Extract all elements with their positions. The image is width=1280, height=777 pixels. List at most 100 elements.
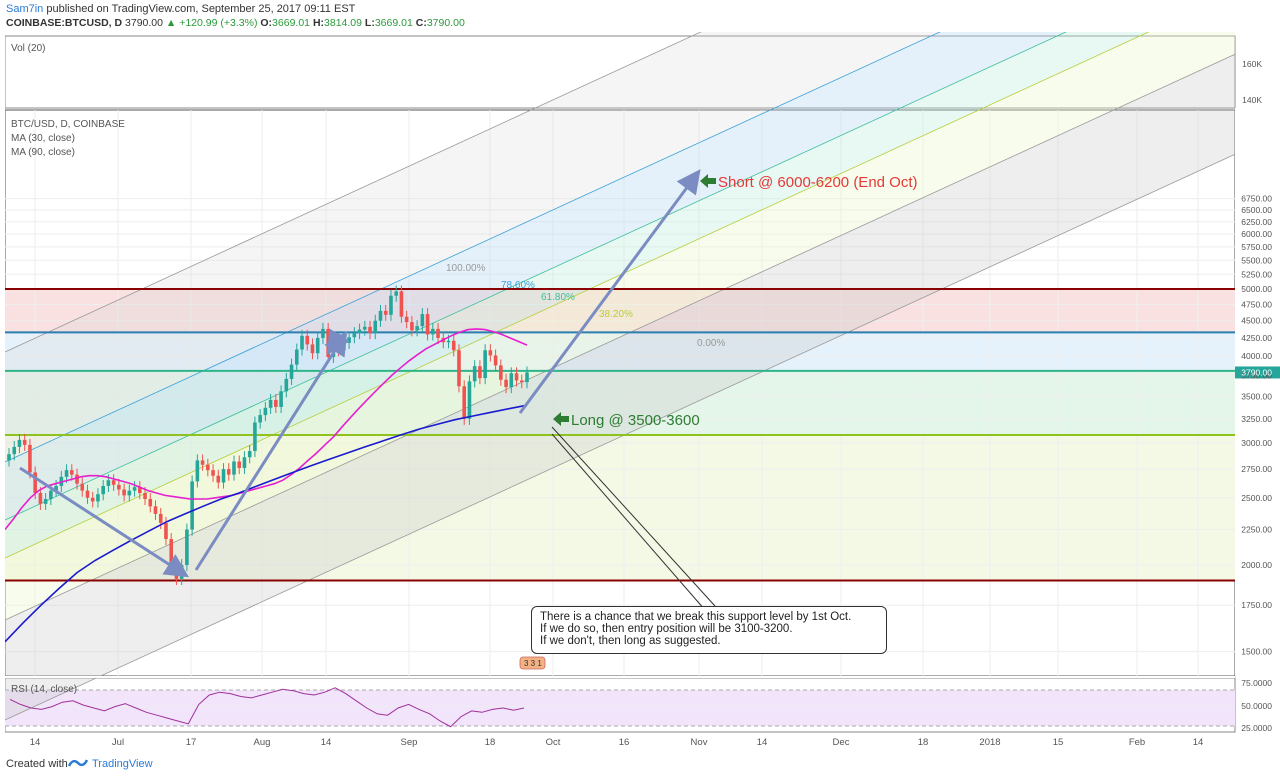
candle-body (294, 349, 299, 365)
candle-body (488, 350, 493, 356)
candle-body (190, 481, 194, 530)
x-tick-label: 14 (321, 737, 332, 748)
fib-line (4, 153, 1236, 721)
candle-body (148, 498, 153, 507)
candle-body (17, 439, 22, 447)
open-label: O: (260, 17, 273, 29)
main-pane-label: BTC/USD, D, COINBASE (11, 119, 125, 130)
fib-line (4, 32, 1150, 559)
candle-body (519, 380, 524, 383)
note-pointer (551, 426, 716, 607)
candle-body (457, 350, 461, 387)
candle-body (284, 378, 289, 392)
ma30-line (4, 328, 528, 530)
candle-body (242, 457, 247, 468)
note-line: If we do so, then entry position will be… (540, 623, 793, 635)
fib-line (4, 53, 1236, 621)
candle-body (404, 316, 409, 323)
y-tick-label: 2750.00 (1241, 464, 1272, 474)
last-price: 3790.00 (125, 17, 163, 29)
y-tick-label: 6750.00 (1241, 194, 1272, 204)
candle-body (111, 480, 116, 485)
candle-body (143, 493, 147, 499)
pane-mask (1235, 108, 1280, 111)
candle-body (268, 399, 273, 408)
ma90-line (4, 404, 528, 643)
candle-body (483, 350, 487, 379)
y-tick-label: 3000.00 (1241, 438, 1272, 448)
candle-body (96, 494, 100, 502)
price-axis (1235, 110, 1280, 676)
candle-body (274, 399, 278, 407)
y-tick-label: 6250.00 (1241, 217, 1272, 227)
y-tick-label: 5500.00 (1241, 255, 1272, 265)
x-tick-label: Oct (546, 737, 561, 748)
rsi-tick-label: 25.0000 (1241, 723, 1272, 733)
y-tick-label: 3500.00 (1241, 391, 1272, 401)
candle-body (389, 295, 393, 315)
candle-body (504, 379, 508, 388)
candle-body (221, 469, 226, 483)
resistance-zone (5, 289, 1235, 333)
created-with-label: Created with (6, 758, 68, 770)
candle-body (446, 340, 451, 343)
candle-body (326, 328, 330, 357)
volume-label: Vol (20) (11, 43, 45, 54)
y-tick-label: 6000.00 (1241, 229, 1272, 239)
y-tick-label: 5750.00 (1241, 242, 1272, 252)
candle-body (226, 469, 231, 475)
analysis-arrow (194, 330, 348, 571)
tradingview-logo-icon (68, 759, 88, 767)
event-badge-text: 3 3 1 (524, 659, 542, 668)
zone-blue (5, 332, 1235, 371)
candle-body (80, 483, 85, 491)
candle-body (478, 366, 482, 379)
candle-body (493, 355, 498, 366)
candle-body (509, 373, 514, 388)
symbol-label: COINBASE:BTCUSD, D (6, 17, 123, 29)
chart-header: Sam7in published on TradingView.com, Sep… (0, 0, 1280, 32)
chart-area[interactable]: 100.00% 78.60% 61.80% 38.20% 0.00% Short @ 60… (0, 32, 1280, 751)
y-tick-label: 5000.00 (1241, 284, 1272, 294)
note-line: If we don't, then long as suggested. (540, 635, 721, 647)
fib-line (4, 32, 941, 463)
x-tick-label: Feb (1129, 737, 1145, 748)
fib-label: 78.60% (501, 280, 535, 291)
candle-body (378, 310, 383, 321)
pane-mask (0, 676, 1235, 678)
candle-body (43, 498, 48, 504)
price-tag-text: 3790.00 (1241, 367, 1272, 377)
volume-tick-label: 160K (1242, 59, 1262, 69)
open-value: 3669.01 (272, 17, 311, 29)
fib-label: 38.20% (599, 309, 633, 320)
x-tick-label: Sep (401, 737, 418, 748)
candle-body (153, 506, 158, 514)
price-tag (1235, 366, 1280, 379)
rsi-label: RSI (14, close) (11, 684, 77, 695)
analysis-arrow (326, 328, 350, 356)
candle-body (368, 326, 372, 334)
candle-body (64, 470, 69, 477)
fib-line (4, 32, 702, 353)
candle-body (106, 480, 111, 486)
candle-body (514, 373, 519, 381)
high-label: H: (312, 17, 325, 29)
author-link[interactable]: Sam7in (6, 3, 44, 15)
x-tick-label: 14 (757, 737, 768, 748)
candle-body (525, 372, 529, 383)
candle-body (315, 337, 320, 354)
candle-body (22, 439, 27, 445)
x-tick-label: 14 (30, 737, 41, 748)
candle-body (394, 291, 398, 296)
rsi-band (5, 690, 1235, 726)
zone-green (5, 370, 1235, 435)
candle-body (69, 470, 74, 475)
fib-label: 100.00% (446, 263, 486, 274)
candle-body (127, 490, 132, 496)
fib-band (5, 32, 1235, 620)
tradingview-link[interactable]: TradingView (92, 758, 153, 770)
publish-line: Sam7in published on TradingView.com, Sep… (6, 3, 355, 15)
analysis-note: There is a chance that we break this sup… (531, 606, 887, 654)
candle-body (195, 460, 200, 482)
x-tick-label: 17 (186, 737, 197, 748)
